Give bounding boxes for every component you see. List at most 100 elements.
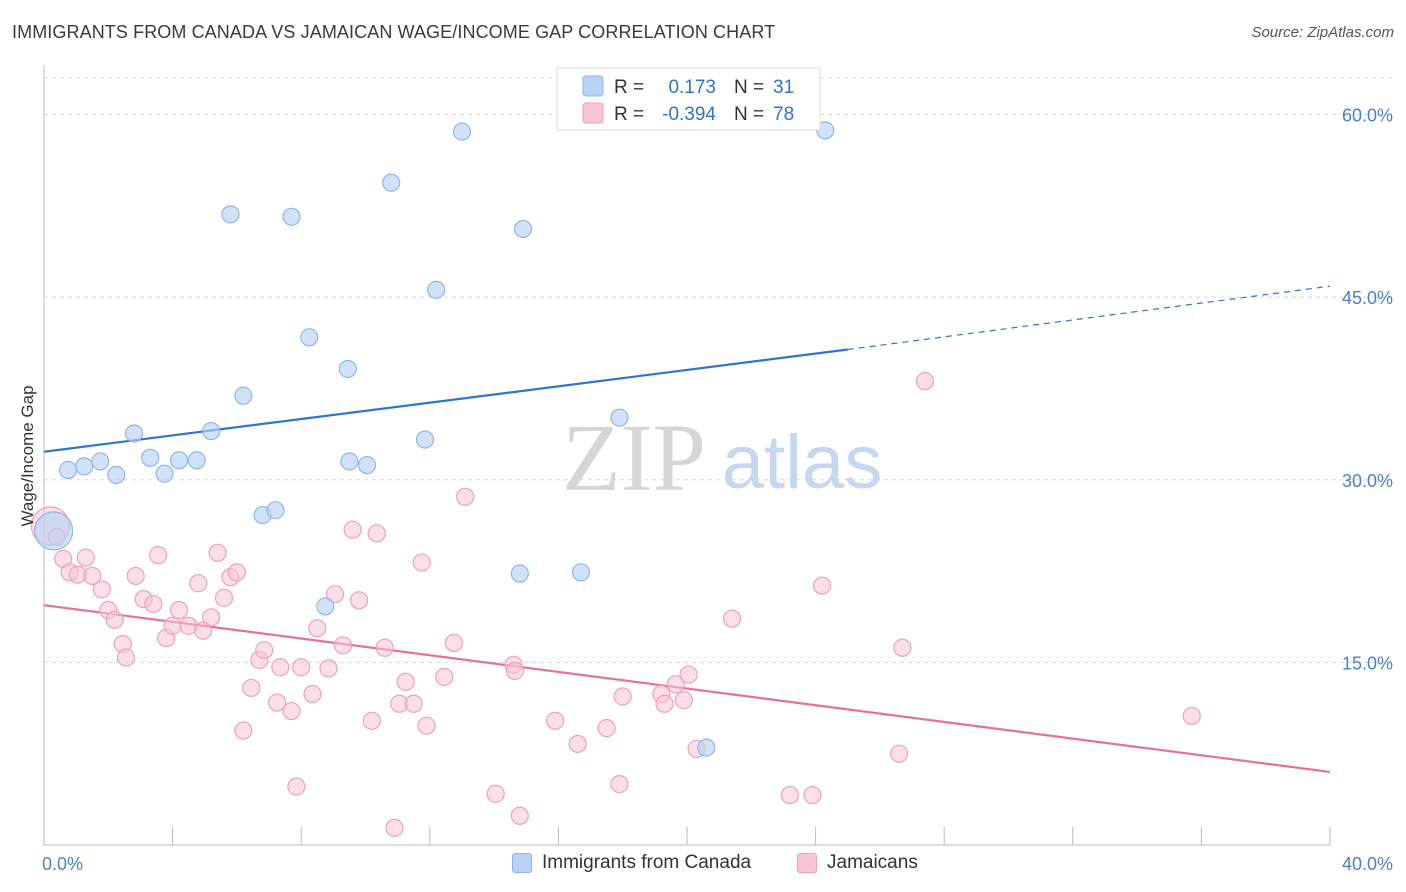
legend-n-label: N = [734,104,764,125]
jamaican-point [412,553,431,572]
jamaican-point [194,621,213,640]
jamaican-point [105,610,124,629]
canada-point [169,451,189,470]
canada-point [316,597,335,616]
jamaican-point [83,566,102,586]
jamaican-point [208,543,227,562]
legend-swatch-canada [512,853,532,873]
jamaican-point [227,563,246,582]
jamaican-point [163,616,182,635]
canada-point [266,501,285,520]
legend-n-value: 78 [773,104,794,125]
jamaican-point [486,784,505,803]
y-tick-label: 60.0% [1342,106,1393,126]
canada-point [187,451,206,470]
canada-point [610,408,629,427]
legend-r-value: -0.394 [662,104,716,125]
jamaican-point [613,687,632,706]
legend-label-jamaicans: Jamaicans [827,852,918,873]
canada-point [107,465,126,484]
jamaican-point [126,566,145,586]
legend-r-label: R = [614,77,644,98]
x-tick-label: 40.0% [1342,854,1393,874]
jamaican-point [287,777,306,796]
canada-point [513,219,533,239]
jamaican-point [214,588,234,607]
jamaican-point [597,719,616,738]
jamaican-point [292,658,311,677]
jamaican-point [404,694,423,713]
jamaican-point [666,675,685,694]
jamaican-point [375,638,394,657]
legend-item-canada[interactable]: Immigrants from Canada [512,852,751,874]
jamaican-point [505,661,525,681]
jamaican-point [435,667,454,687]
y-tick-label: 30.0% [1342,471,1393,491]
jamaican-point [319,659,338,678]
bottom-legend: Immigrants from Canada Jamaicans [0,852,1406,878]
jamaican-point [144,594,163,614]
jamaican-point [92,580,111,599]
y-tick-label: 15.0% [1342,653,1393,673]
jamaican-point [271,658,290,677]
jamaican-point [169,600,189,620]
jamaican-point [308,619,327,638]
jamaican-point [149,546,168,565]
canada-point [234,386,253,405]
canada-trend-line [43,348,848,453]
jamaican-point [255,641,274,660]
jamaican-point [349,591,369,610]
legend-n-value: 31 [773,77,794,98]
y-tick-label: 45.0% [1342,288,1393,308]
axes [43,65,1331,846]
gridlines [44,77,1392,663]
jamaican-point [234,721,253,740]
legend-item-jamaicans[interactable]: Jamaicans [797,852,918,874]
canada-point [427,280,446,299]
jamaican-point [546,711,565,730]
jamaican-point [267,693,287,712]
jamaican-point [780,785,799,805]
canada-trend-extension [847,285,1331,351]
jamaican-point [325,585,345,604]
jamaican-point [1182,706,1201,726]
canada-point [91,452,110,471]
jamaican-point [444,633,464,653]
canada-point [415,430,435,449]
canada-point [510,564,529,583]
legend-label-canada: Immigrants from Canada [542,852,752,873]
jamaican-point [189,574,208,593]
jamaican-point [803,785,822,805]
canada-point [382,173,401,192]
canada-point [202,421,221,441]
jamaican-point [385,818,404,838]
canada-point [338,359,357,379]
jamaican-point [890,744,909,763]
data-points [30,121,1201,838]
jamaican-point [610,775,629,794]
canada-point [155,464,174,483]
canada-point [124,424,144,443]
canada-point [221,205,240,224]
jamaican-point [362,711,382,730]
canada-point [452,122,472,141]
canada-point [300,328,319,347]
y-axis-label: Wage/Income Gap [18,385,37,526]
canada-point [358,456,377,475]
jamaican-point [893,638,912,657]
correlation-legend: R = 0.173 N = 31 R = -0.394 N = 78 [556,67,821,131]
jamaican-point [679,665,698,684]
legend-swatch-jamaica [582,102,604,124]
jamaican-point [333,636,353,655]
legend-n-label: N = [734,77,764,98]
jamaican-point [396,672,415,691]
jamaican-point [655,694,674,713]
legend-swatch-canada [582,75,604,97]
jamaican-trend-line [43,604,1331,774]
canada-point [75,457,94,476]
jamaican-point [510,806,529,825]
watermark-atlas: atlas [722,420,883,505]
canada-point [59,460,78,480]
chart-title: IMMIGRANTS FROM CANADA VS JAMAICAN WAGE/… [12,22,776,42]
